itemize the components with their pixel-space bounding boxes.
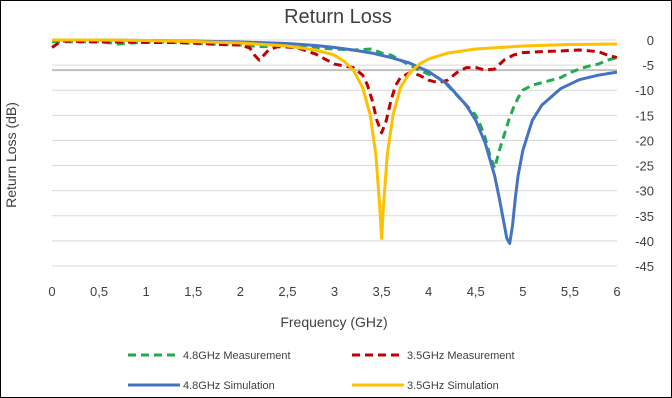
y-tick-label-3: -15: [635, 108, 654, 123]
x-tick-label-12: 6: [613, 284, 620, 299]
x-tick-label-4: 2: [237, 284, 244, 299]
legend-label-3: 3.5GHz Simulation: [407, 380, 499, 392]
x-tick-labels: 0 0,5 1 1,5 2 2,5 3 3,5 4 4,5 5 5,5 6: [48, 284, 620, 299]
x-tick-label-9: 4,5: [467, 284, 485, 299]
plot-series: [51, 38, 618, 245]
x-tick-label-6: 3: [331, 284, 338, 299]
y-tick-label-4: -20: [635, 133, 654, 148]
y-tick-label-7: -35: [635, 209, 654, 224]
legend-label-2: 4.8GHz Simulation: [183, 380, 275, 392]
x-tick-label-7: 3,5: [373, 284, 391, 299]
x-tick-label-0: 0: [48, 284, 55, 299]
chart-title: Return Loss: [284, 6, 392, 28]
legend-label-1: 3.5GHz Measurement: [407, 350, 515, 362]
x-tick-label-5: 2,5: [278, 284, 296, 299]
x-tick-label-11: 5,5: [561, 284, 579, 299]
x-tick-label-3: 1,5: [184, 284, 202, 299]
gridlines: [52, 39, 617, 267]
series-line-3: [52, 38, 618, 240]
y-tick-label-0: 0: [647, 33, 654, 48]
legend: 4.8GHz Measurement 3.5GHz Measurement 4.8G…: [128, 350, 515, 392]
y-axis-title: Return Loss (dB): [3, 102, 19, 208]
series-line-2: [52, 38, 618, 245]
y-tick-labels: 0 -5 -10 -15 -20 -25 -30 -35 -40 -45: [635, 33, 654, 274]
y-tick-label-9: -45: [635, 259, 654, 274]
x-tick-label-1: 0,5: [90, 284, 108, 299]
x-tick-label-2: 1: [143, 284, 150, 299]
y-tick-label-8: -40: [635, 234, 654, 249]
x-tick-label-8: 4: [425, 284, 432, 299]
legend-label-0: 4.8GHz Measurement: [183, 350, 291, 362]
x-tick-label-10: 5: [519, 284, 526, 299]
y-tick-label-2: -10: [635, 83, 654, 98]
series-line-0: [51, 40, 618, 170]
y-tick-label-6: -30: [635, 184, 654, 199]
y-tick-label-1: -5: [642, 58, 654, 73]
x-axis-title: Frequency (GHz): [280, 314, 387, 330]
y-tick-label-5: -25: [635, 159, 654, 174]
